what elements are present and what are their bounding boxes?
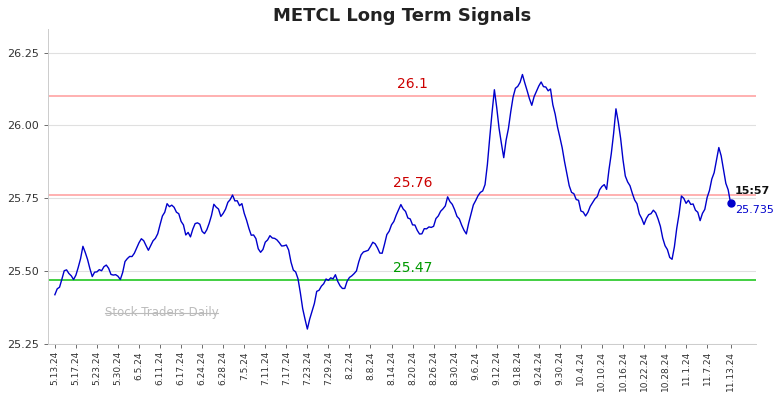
Text: 25.47: 25.47 <box>393 261 432 275</box>
Text: 26.1: 26.1 <box>397 77 428 91</box>
Text: 25.76: 25.76 <box>393 176 432 190</box>
Title: METCL Long Term Signals: METCL Long Term Signals <box>273 7 532 25</box>
Text: 15:57: 15:57 <box>735 186 771 196</box>
Text: 25.735: 25.735 <box>735 205 774 215</box>
Text: Stock Traders Daily: Stock Traders Daily <box>104 306 218 319</box>
